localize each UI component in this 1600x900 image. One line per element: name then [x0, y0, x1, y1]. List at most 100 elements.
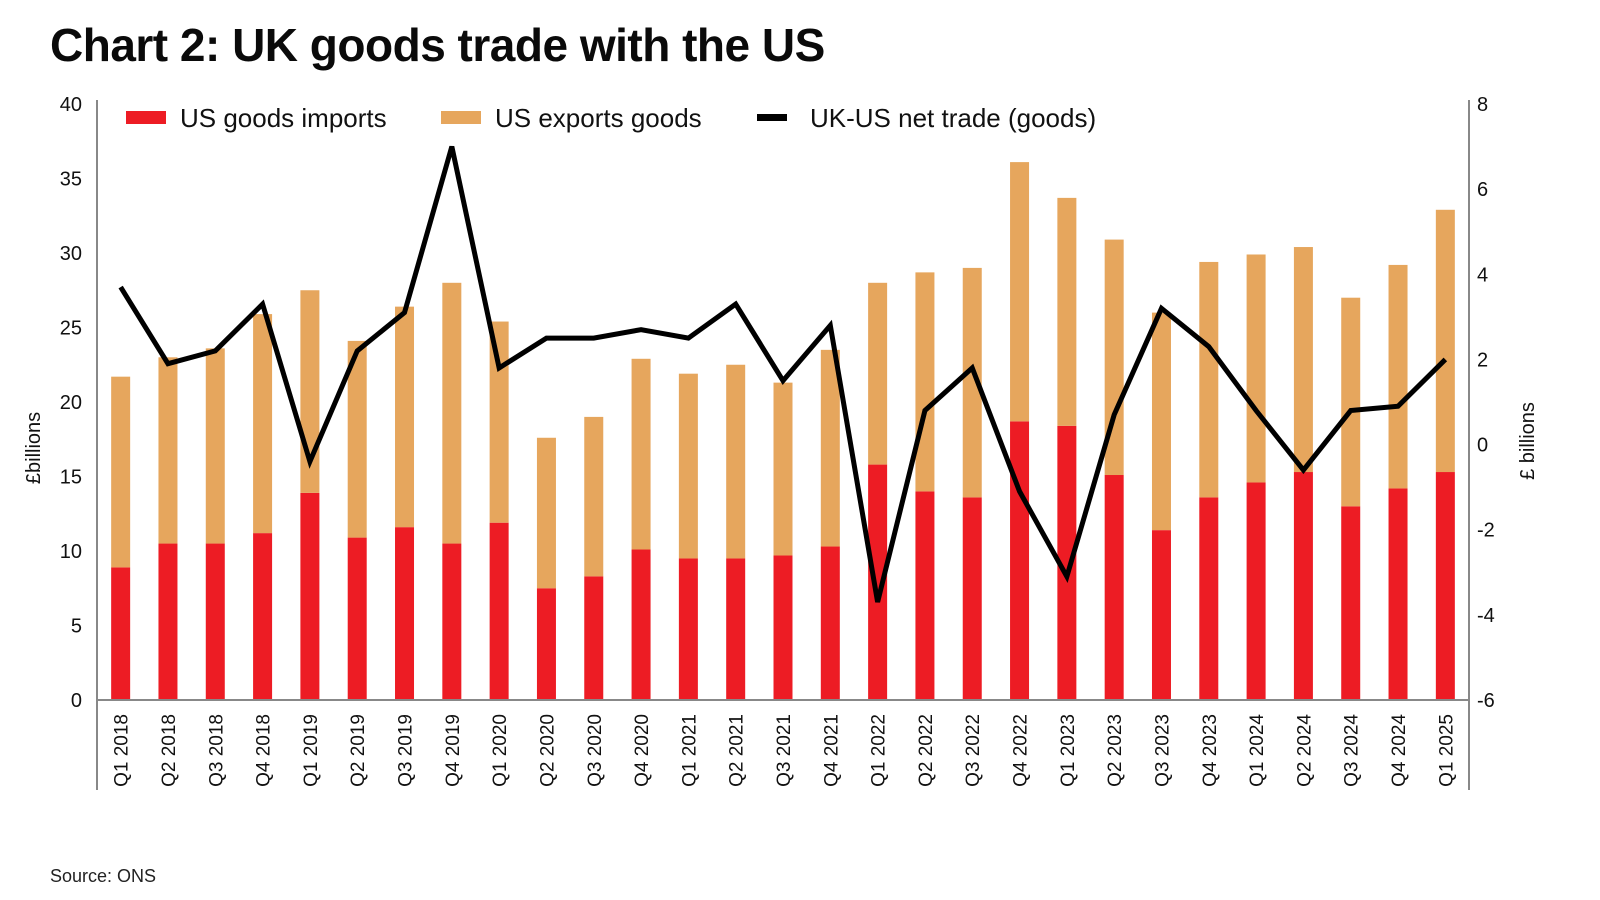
bar-exports — [442, 282, 462, 544]
x-tick-label: Q1 2024 — [1247, 714, 1268, 787]
legend-label-imports: US goods imports — [180, 103, 387, 133]
legend: US goods imports US exports goods UK-US … — [126, 103, 1096, 133]
bar-exports — [868, 282, 888, 465]
bar-imports — [1104, 475, 1124, 700]
y-tick-label-left: 0 — [71, 690, 82, 712]
y-tick-label-left: 30 — [60, 243, 82, 265]
bar-exports — [773, 382, 793, 556]
x-tick-label: Q3 2018 — [206, 714, 227, 787]
bar-exports — [347, 340, 367, 538]
x-tick-label: Q2 2021 — [727, 714, 748, 787]
bar-imports — [300, 492, 320, 700]
y-tick-label-left: 15 — [60, 467, 82, 489]
bar-exports — [631, 358, 651, 550]
bar-imports — [584, 576, 604, 700]
bar-exports — [158, 357, 178, 544]
bar-exports — [1104, 239, 1124, 476]
x-tick-label: Q4 2022 — [1011, 714, 1032, 787]
y-tick-label-right: 0 — [1477, 435, 1488, 457]
bar-exports — [1388, 264, 1408, 489]
y-tick-label-left: 20 — [60, 392, 82, 414]
bar-imports — [205, 543, 225, 700]
bar-exports — [536, 437, 556, 589]
source-note: Source: ONS — [50, 866, 157, 886]
x-tick-label: Q3 2023 — [1152, 714, 1173, 787]
x-tick-label: Q1 2022 — [869, 714, 890, 787]
x-tick-label: Q3 2022 — [963, 714, 984, 787]
y-tick-label-right: 8 — [1477, 94, 1488, 116]
y-tick-label-right: -4 — [1477, 605, 1495, 627]
bar-imports — [158, 543, 178, 700]
legend-swatch-exports — [441, 111, 481, 124]
bar-exports — [1293, 247, 1313, 473]
bar-exports — [915, 272, 935, 492]
x-tick-label: Q3 2020 — [585, 714, 606, 787]
bar-imports — [678, 558, 698, 700]
y-tick-label-right: 2 — [1477, 349, 1488, 371]
bars-group — [111, 162, 1455, 700]
x-tick-label: Q4 2024 — [1389, 714, 1410, 787]
bar-imports — [1246, 482, 1266, 700]
x-tick-label: Q1 2025 — [1436, 714, 1457, 787]
bar-exports — [1435, 209, 1455, 473]
bar-imports — [1010, 421, 1030, 700]
x-tick-label: Q2 2023 — [1105, 714, 1126, 787]
bar-imports — [773, 555, 793, 700]
y-tick-label-right: 6 — [1477, 179, 1488, 201]
bar-imports — [1341, 506, 1361, 700]
y-tick-label-left: 35 — [60, 169, 82, 191]
x-tick-label: Q1 2018 — [112, 714, 133, 787]
x-tick-label: Q1 2023 — [1058, 714, 1079, 787]
bar-exports — [395, 306, 415, 528]
bar-imports — [536, 588, 556, 700]
bar-imports — [111, 567, 131, 700]
y-tick-label-right: -6 — [1477, 690, 1495, 712]
bar-exports — [1341, 297, 1361, 507]
bar-imports — [726, 558, 746, 700]
y-tick-label-right: 4 — [1477, 264, 1488, 286]
x-tick-label: Q4 2018 — [254, 714, 275, 787]
bar-imports — [820, 546, 840, 700]
bar-imports — [1293, 472, 1313, 700]
bar-exports — [1246, 254, 1266, 483]
bar-exports — [1057, 197, 1077, 426]
y-tick-label-right: -2 — [1477, 520, 1495, 542]
bar-imports — [442, 543, 462, 700]
bar-exports — [1151, 312, 1171, 531]
x-tick-label: Q3 2021 — [774, 714, 795, 787]
x-tick-label: Q4 2020 — [632, 714, 653, 787]
bar-exports — [726, 364, 746, 559]
bar-exports — [205, 348, 225, 544]
bar-imports — [1435, 472, 1455, 700]
bar-imports — [962, 497, 982, 700]
bar-imports — [631, 549, 651, 700]
x-tick-label: Q4 2019 — [443, 714, 464, 787]
bar-imports — [1388, 488, 1408, 700]
legend-label-exports: US exports goods — [495, 103, 702, 133]
axes-group: 0 5 10 15 20 25 30 35 40 -6 -4 -2 0 2 4 6 8 Q1 2018 Q2 201… — [60, 94, 1495, 790]
x-tick-label: Q4 2021 — [821, 714, 842, 787]
legend-swatch-net — [757, 114, 787, 121]
bar-exports — [1199, 261, 1219, 498]
x-tick-label: Q2 2022 — [916, 714, 937, 787]
bar-exports — [111, 376, 131, 568]
bar-imports — [1057, 425, 1077, 700]
chart-title: Chart 2: UK goods trade with the US — [50, 19, 825, 71]
x-tick-label: Q2 2019 — [348, 714, 369, 787]
x-tick-label: Q3 2024 — [1342, 714, 1363, 787]
x-tick-label: Q1 2021 — [679, 714, 700, 787]
bar-exports — [489, 321, 509, 523]
bar-imports — [915, 491, 935, 700]
x-tick-label: Q2 2020 — [537, 714, 558, 787]
legend-label-net: UK-US net trade (goods) — [810, 103, 1096, 133]
bar-exports — [678, 373, 698, 559]
y-tick-label-left: 25 — [60, 318, 82, 340]
bar-exports — [584, 416, 604, 577]
bar-imports — [253, 533, 273, 700]
y-tick-label-left: 10 — [60, 541, 82, 563]
x-tick-label: Q1 2020 — [490, 714, 511, 787]
x-tick-label: Q1 2019 — [301, 714, 322, 787]
bar-exports — [962, 267, 982, 498]
bar-imports — [489, 522, 509, 700]
bar-imports — [347, 537, 367, 700]
